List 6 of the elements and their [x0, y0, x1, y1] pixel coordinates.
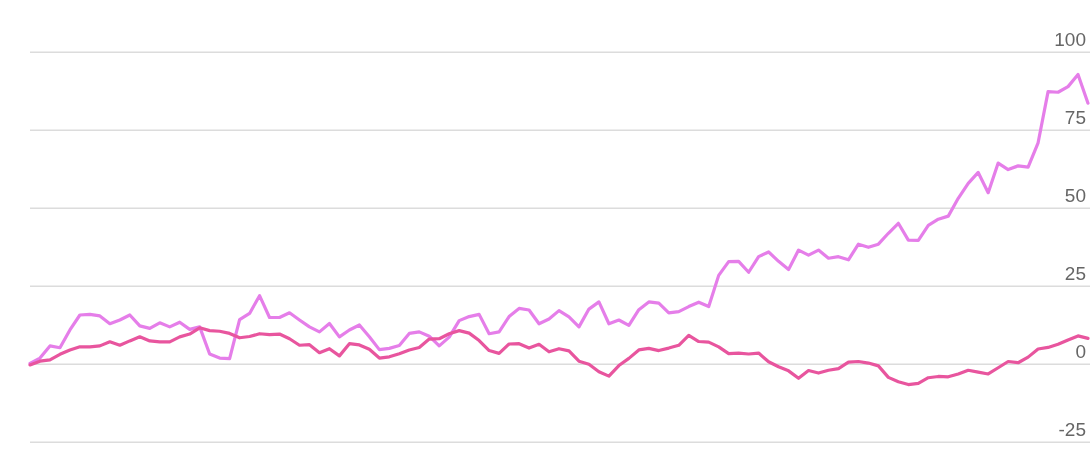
y-tick-label: 75	[1064, 107, 1086, 129]
y-tick-label: 0	[1075, 341, 1086, 363]
y-tick-label: 25	[1064, 263, 1086, 285]
y-tick-label: 100	[1054, 29, 1086, 51]
y-tick-label: 50	[1064, 185, 1086, 207]
y-tick-label: -25	[1058, 419, 1086, 441]
